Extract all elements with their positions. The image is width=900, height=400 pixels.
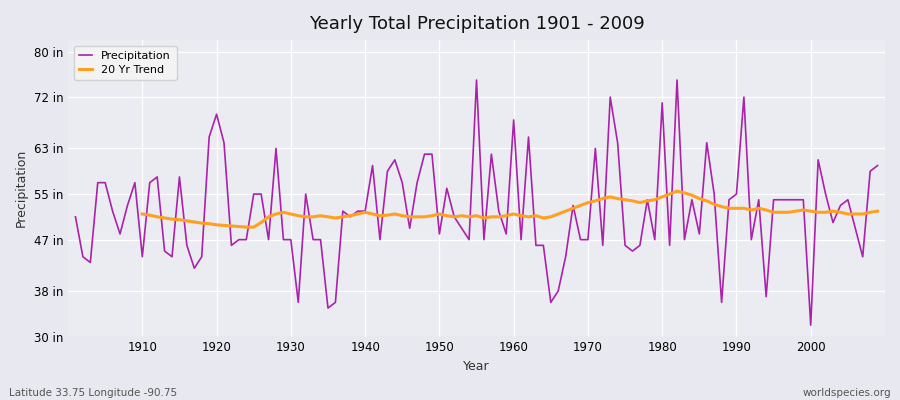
Line: 20 Yr Trend: 20 Yr Trend — [142, 191, 878, 227]
Line: Precipitation: Precipitation — [76, 80, 878, 325]
20 Yr Trend — [828, 209, 839, 214]
Text: worldspecies.org: worldspecies.org — [803, 388, 891, 398]
20 Yr Trend — [137, 212, 148, 216]
20 Yr Trend — [285, 212, 296, 216]
Legend: Precipitation, 20 Yr Trend: Precipitation, 20 Yr Trend — [74, 46, 176, 80]
Text: Latitude 33.75 Longitude -90.75: Latitude 33.75 Longitude -90.75 — [9, 388, 177, 398]
Precipitation — [605, 95, 616, 100]
Precipitation — [872, 163, 883, 168]
Title: Yearly Total Precipitation 1901 - 2009: Yearly Total Precipitation 1901 - 2009 — [309, 15, 644, 33]
X-axis label: Year: Year — [464, 360, 490, 373]
Precipitation — [292, 300, 303, 305]
20 Yr Trend — [582, 200, 593, 205]
Precipitation — [130, 180, 140, 185]
20 Yr Trend — [523, 214, 534, 219]
20 Yr Trend — [850, 212, 860, 216]
20 Yr Trend — [241, 225, 252, 230]
Precipitation — [806, 323, 816, 328]
20 Yr Trend — [872, 209, 883, 214]
Precipitation — [508, 118, 519, 122]
Precipitation — [471, 78, 482, 82]
Y-axis label: Precipitation: Precipitation — [15, 149, 28, 228]
Precipitation — [338, 209, 348, 214]
Precipitation — [516, 237, 526, 242]
20 Yr Trend — [671, 189, 682, 194]
Precipitation — [70, 214, 81, 219]
20 Yr Trend — [315, 213, 326, 218]
